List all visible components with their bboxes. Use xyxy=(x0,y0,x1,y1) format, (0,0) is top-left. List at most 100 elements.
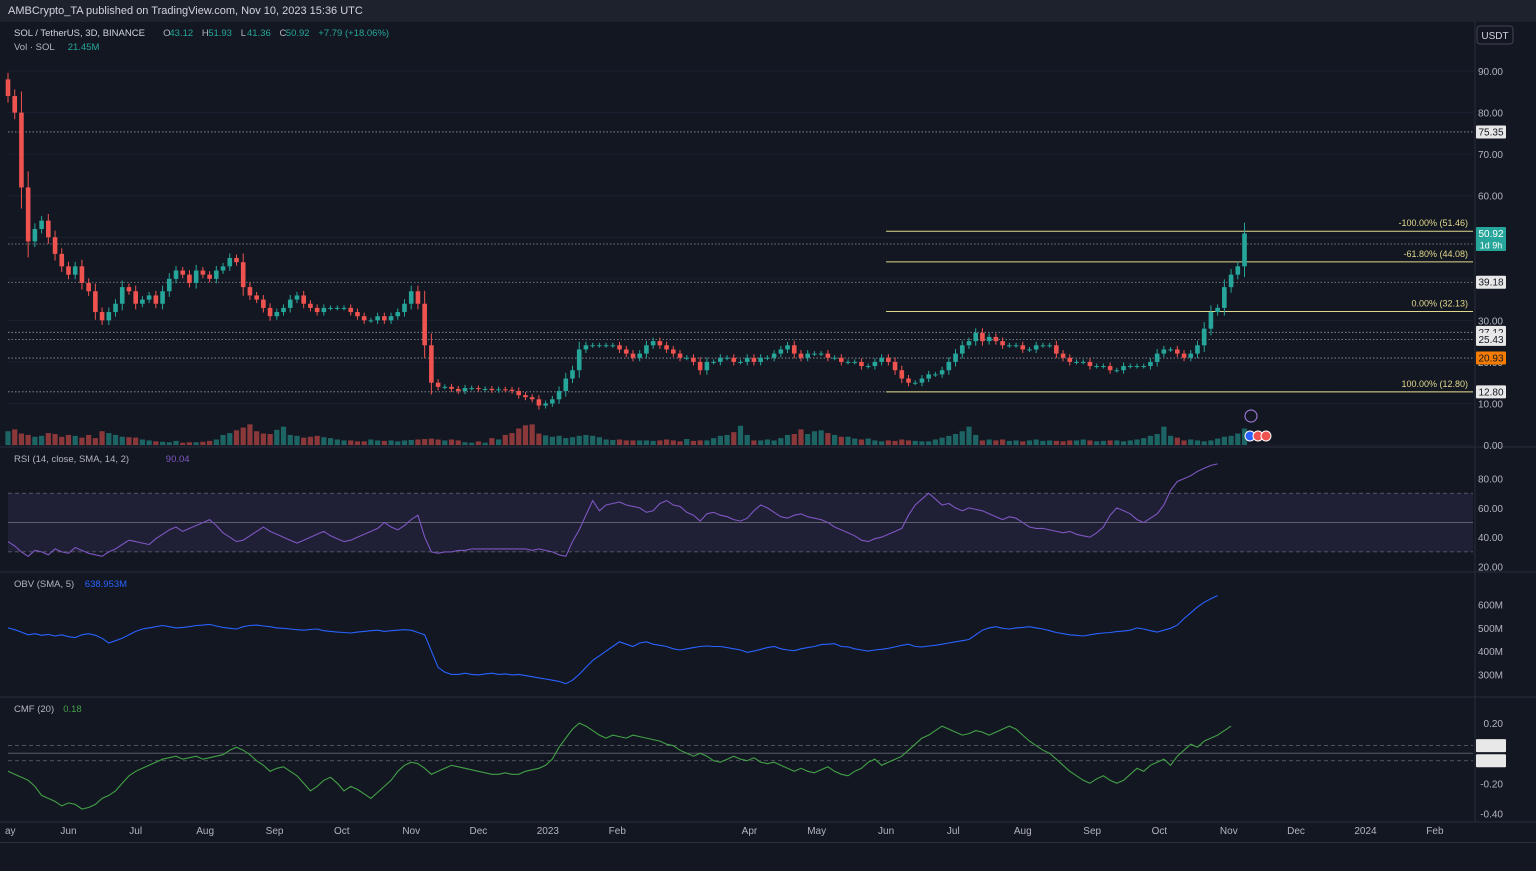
currency-button[interactable]: USDT xyxy=(1481,31,1508,42)
candle-body xyxy=(341,307,347,309)
time-axis-tick: 2024 xyxy=(1354,826,1377,837)
legend-l: 41.36 xyxy=(247,28,271,39)
volume-bar xyxy=(677,441,683,445)
volume-bar xyxy=(1221,436,1227,445)
candle-body xyxy=(261,299,266,308)
candle-body xyxy=(778,349,784,354)
candle-body xyxy=(375,316,380,321)
time-axis-tick: Sep xyxy=(1083,826,1101,837)
volume-bar xyxy=(213,439,219,445)
candle-body xyxy=(603,345,609,347)
cmf-line xyxy=(7,722,1232,810)
candle-body xyxy=(12,96,18,113)
candle-body xyxy=(630,353,636,358)
volume-bar xyxy=(610,439,616,445)
volume-bar xyxy=(1228,435,1234,445)
volume-bar xyxy=(220,434,226,445)
legend-o: 43.12 xyxy=(169,28,193,39)
volume-bar xyxy=(112,434,119,445)
countdown-tag: 1d 9h xyxy=(1480,240,1503,250)
candle-body xyxy=(738,361,743,363)
volume-bar xyxy=(301,437,307,445)
volume-bar xyxy=(993,440,999,445)
volume-bar xyxy=(543,435,549,445)
volume-bar xyxy=(1181,440,1187,445)
candle-body xyxy=(1040,345,1046,347)
fib-label: 100.00% (12.80) xyxy=(1401,379,1468,389)
candle-body xyxy=(402,303,407,313)
candle-body xyxy=(193,270,199,283)
candle-body xyxy=(765,357,770,359)
volume-bar xyxy=(1134,439,1140,445)
volume-bar xyxy=(1080,439,1086,445)
volume-bar xyxy=(979,440,986,445)
cmf-axis-tick: -0.40 xyxy=(1480,809,1503,820)
candle-body xyxy=(529,397,535,400)
candle-body xyxy=(939,370,945,375)
volume-bar xyxy=(1174,437,1180,445)
candle-body xyxy=(281,307,286,313)
volume-bar xyxy=(274,429,280,445)
volume-bar xyxy=(1107,440,1113,445)
volume-bar xyxy=(717,435,723,445)
rsi-axis-tick: 20.00 xyxy=(1478,563,1503,574)
volume-bar xyxy=(247,424,253,445)
volume-bar xyxy=(885,440,891,445)
volume-bar xyxy=(536,433,542,445)
volume-bar xyxy=(1026,440,1033,445)
obv-line xyxy=(7,595,1218,685)
volume-bar xyxy=(1201,441,1207,445)
volume-bar xyxy=(663,439,670,445)
candle-body xyxy=(859,361,864,367)
volume-bar xyxy=(784,434,791,445)
volume-bar xyxy=(912,440,918,445)
candle-body xyxy=(254,295,259,300)
level-price-tag-bg xyxy=(1476,351,1506,365)
volume-bar xyxy=(240,427,246,445)
candle-body xyxy=(5,79,11,97)
candle-body xyxy=(650,341,656,346)
legend-change: +7.79 (+18.06%) xyxy=(318,28,389,39)
candle-body xyxy=(711,361,716,363)
volume-bar xyxy=(173,440,179,445)
volume-bar xyxy=(1020,441,1026,445)
candle-body xyxy=(52,237,58,254)
candle-body xyxy=(543,403,548,406)
candle-body xyxy=(287,299,293,308)
candle-body xyxy=(771,353,777,358)
candle-body xyxy=(502,389,508,391)
candle-body xyxy=(886,357,891,362)
candle-body xyxy=(899,370,905,379)
volume-bar xyxy=(79,437,85,445)
obv-axis-tick: 600M xyxy=(1478,601,1503,612)
candle-body xyxy=(1141,366,1147,368)
volume-bar xyxy=(657,440,663,445)
volume-bar xyxy=(92,438,98,445)
candle-body xyxy=(946,361,952,371)
volume-bar xyxy=(650,440,656,445)
volume-bar xyxy=(180,442,186,445)
candle-body xyxy=(1148,361,1153,367)
fib-label: -100.00% (51.46) xyxy=(1398,218,1468,228)
candle-body xyxy=(617,345,622,350)
volume-bar xyxy=(563,438,569,445)
candle-body xyxy=(382,316,387,321)
volume-bar xyxy=(233,430,240,445)
candle-body xyxy=(227,258,233,267)
candle-body xyxy=(697,361,703,371)
candle-body xyxy=(321,307,327,313)
volume-bar xyxy=(401,440,408,445)
candle-body xyxy=(59,253,65,267)
candle-body xyxy=(200,270,206,275)
candle-body xyxy=(166,278,172,292)
cmf-value: 0.18 xyxy=(63,704,81,715)
volume-bar xyxy=(415,439,421,445)
volume-bar xyxy=(32,436,38,445)
volume-bar xyxy=(200,441,206,445)
volume-bar xyxy=(267,434,273,445)
candle-body xyxy=(93,291,98,313)
candle-body xyxy=(86,282,91,292)
volume-bar xyxy=(818,430,824,445)
candle-body xyxy=(798,353,804,358)
